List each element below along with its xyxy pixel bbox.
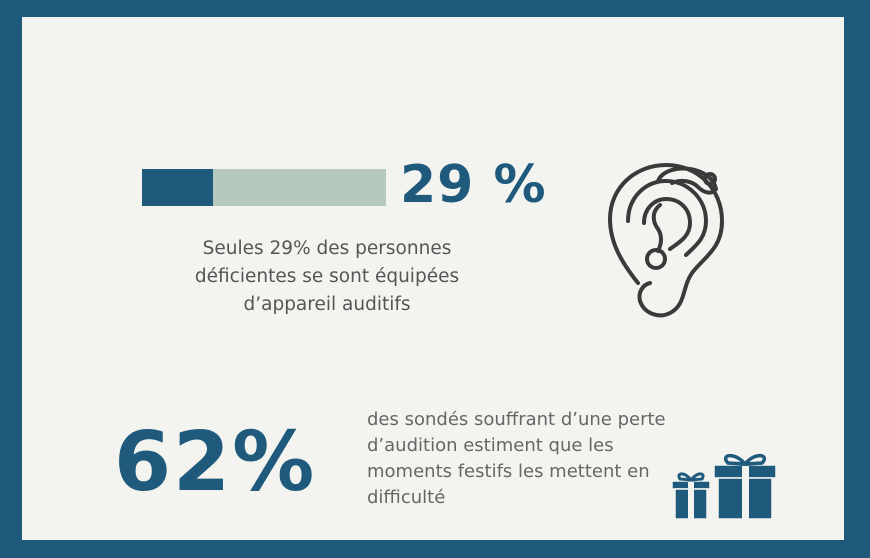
stat-62-description: des sondés souffrant d’une perte d’audit… <box>367 409 666 508</box>
ear-hearing-aid-icon <box>608 163 724 318</box>
stat-29-description: Seules 29% des personnes déficientes se … <box>194 238 460 315</box>
progress-bar-fill <box>142 169 213 206</box>
progress-bar-29 <box>142 169 386 206</box>
infographic-card: 29 % Seules 29% des personnes déficiente… <box>22 17 844 540</box>
gift-boxes-icon <box>671 453 777 520</box>
stat-62-value: 62% <box>114 415 317 510</box>
stat-29-value: 29 % <box>400 155 547 215</box>
